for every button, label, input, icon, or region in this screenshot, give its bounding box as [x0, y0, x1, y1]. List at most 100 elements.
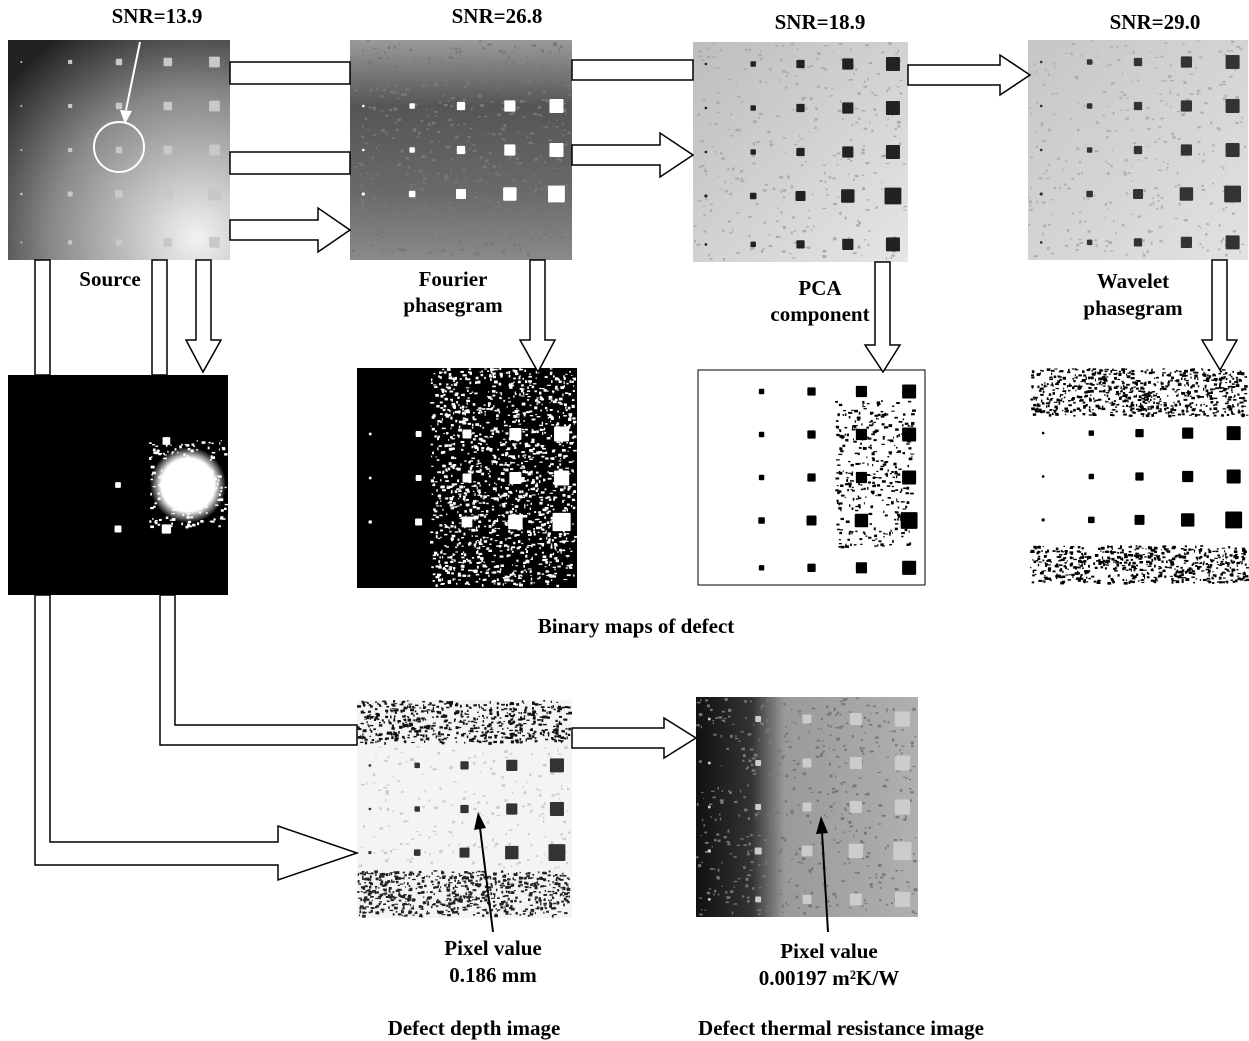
- noise: [476, 570, 478, 572]
- noise: [556, 378, 559, 381]
- noise: [728, 79, 731, 80]
- noise: [476, 216, 479, 219]
- defect: [796, 240, 804, 248]
- noise: [1195, 67, 1197, 69]
- noise: [861, 152, 865, 154]
- noise: [1158, 138, 1160, 139]
- noise: [461, 394, 464, 396]
- noise: [446, 386, 447, 388]
- noise: [1101, 547, 1105, 550]
- noise: [852, 429, 856, 430]
- noise: [1089, 411, 1091, 412]
- noise: [476, 470, 480, 472]
- noise: [472, 424, 473, 427]
- noise: [488, 74, 492, 77]
- defect: [509, 472, 521, 484]
- noise: [463, 496, 466, 499]
- noise: [510, 462, 511, 465]
- noise: [508, 720, 511, 723]
- noise: [856, 224, 859, 226]
- noise: [868, 446, 870, 448]
- noise: [845, 413, 846, 416]
- noise: [1081, 54, 1082, 57]
- noise: [880, 468, 883, 470]
- noise: [511, 383, 513, 385]
- noise: [1235, 96, 1239, 99]
- noise: [502, 173, 503, 175]
- noise: [1103, 385, 1105, 386]
- noise: [1151, 231, 1152, 232]
- noise: [710, 209, 712, 212]
- noise: [1222, 559, 1223, 560]
- noise: [434, 160, 436, 162]
- noise: [1115, 567, 1117, 569]
- noise: [477, 741, 480, 742]
- noise: [550, 374, 552, 375]
- noise: [1128, 554, 1130, 555]
- noise: [528, 534, 532, 536]
- noise: [1143, 254, 1146, 256]
- noise: [441, 583, 445, 584]
- noise: [481, 371, 483, 373]
- noise: [158, 524, 161, 526]
- noise: [1215, 574, 1217, 577]
- noise: [865, 44, 869, 46]
- noise: [440, 407, 443, 409]
- noise: [809, 131, 810, 132]
- noise: [474, 485, 477, 487]
- noise: [516, 703, 519, 706]
- noise: [518, 546, 521, 548]
- noise: [1062, 571, 1063, 573]
- noise: [485, 466, 488, 468]
- noise: [531, 143, 535, 144]
- noise: [1031, 407, 1035, 410]
- noise: [450, 399, 453, 401]
- defect: [856, 429, 867, 440]
- noise: [492, 134, 495, 136]
- noise: [401, 222, 403, 225]
- noise: [1048, 129, 1051, 132]
- noise: [863, 145, 864, 147]
- noise: [468, 67, 471, 68]
- noise: [512, 405, 515, 407]
- noise: [850, 480, 854, 481]
- noise: [743, 68, 746, 70]
- defect: [369, 477, 372, 480]
- noise: [887, 125, 888, 126]
- noise: [815, 108, 818, 110]
- noise: [518, 376, 520, 379]
- noise: [395, 92, 398, 93]
- noise: [862, 463, 864, 464]
- noise: [542, 552, 544, 554]
- noise: [1034, 560, 1037, 563]
- noise: [573, 450, 577, 452]
- noise: [171, 492, 173, 494]
- noise: [527, 500, 530, 501]
- noise: [149, 442, 152, 444]
- noise: [405, 226, 408, 228]
- noise: [538, 723, 542, 725]
- noise: [874, 415, 878, 417]
- noise: [1196, 382, 1198, 385]
- noise: [536, 397, 538, 398]
- noise: [455, 377, 457, 380]
- noise: [542, 716, 545, 719]
- noise: [432, 428, 435, 431]
- noise: [1156, 377, 1159, 379]
- noise: [544, 68, 546, 71]
- noise: [562, 449, 566, 451]
- noise: [457, 397, 459, 399]
- noise: [1126, 405, 1128, 407]
- noise: [159, 484, 162, 487]
- noise: [1180, 555, 1182, 558]
- noise: [508, 484, 510, 485]
- noise: [530, 239, 534, 241]
- noise: [490, 408, 492, 410]
- noise: [536, 472, 539, 474]
- noise: [812, 194, 813, 195]
- noise: [1124, 386, 1128, 388]
- noise: [505, 432, 508, 434]
- noise: [1123, 94, 1127, 96]
- noise: [459, 542, 461, 544]
- noise: [383, 89, 386, 92]
